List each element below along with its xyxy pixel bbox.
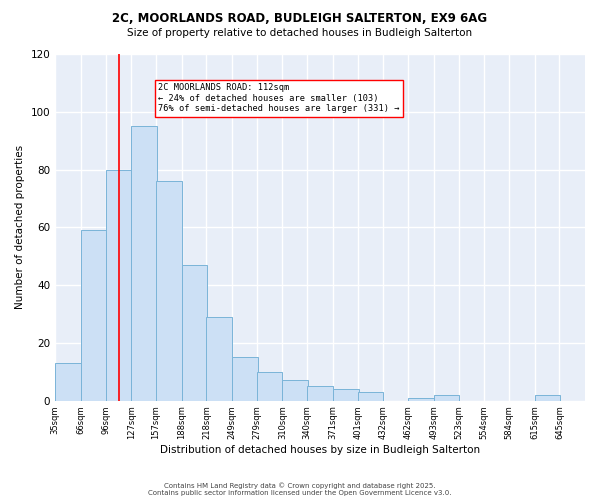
Bar xyxy=(55,363,81,401)
Bar xyxy=(206,317,232,400)
Bar xyxy=(156,181,182,400)
Bar xyxy=(307,386,333,400)
Bar xyxy=(232,358,257,401)
X-axis label: Distribution of detached houses by size in Budleigh Salterton: Distribution of detached houses by size … xyxy=(160,445,480,455)
Text: Contains HM Land Registry data © Crown copyright and database right 2025.
Contai: Contains HM Land Registry data © Crown c… xyxy=(148,482,452,496)
Text: Size of property relative to detached houses in Budleigh Salterton: Size of property relative to detached ho… xyxy=(127,28,473,38)
Bar xyxy=(535,395,560,400)
Bar xyxy=(106,170,131,400)
Bar xyxy=(81,230,106,400)
Bar xyxy=(408,398,434,400)
Bar xyxy=(283,380,308,400)
Bar xyxy=(434,395,460,400)
Text: 2C MOORLANDS ROAD: 112sqm
← 24% of detached houses are smaller (103)
76% of semi: 2C MOORLANDS ROAD: 112sqm ← 24% of detac… xyxy=(158,84,400,114)
Bar xyxy=(131,126,157,400)
Text: 2C, MOORLANDS ROAD, BUDLEIGH SALTERTON, EX9 6AG: 2C, MOORLANDS ROAD, BUDLEIGH SALTERTON, … xyxy=(112,12,488,26)
Bar xyxy=(358,392,383,400)
Bar xyxy=(182,265,207,400)
Y-axis label: Number of detached properties: Number of detached properties xyxy=(15,146,25,310)
Bar xyxy=(257,372,283,400)
Bar xyxy=(333,389,359,400)
